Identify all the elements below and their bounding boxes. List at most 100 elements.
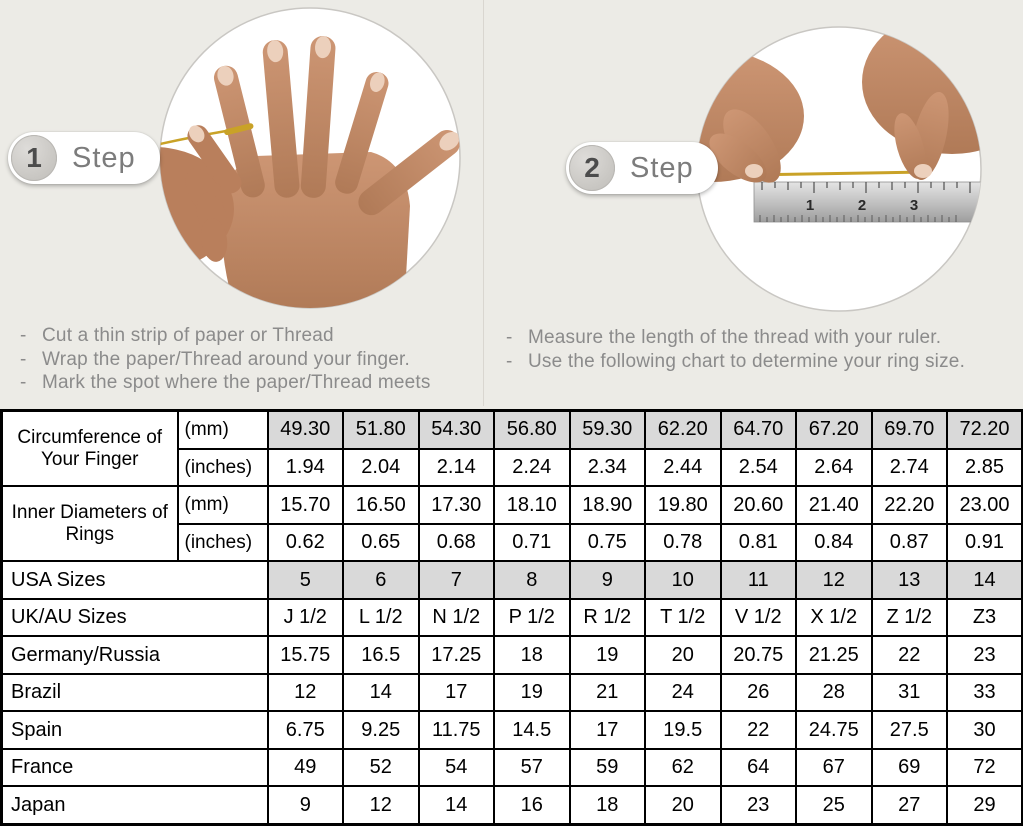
instruction-text: Use the following chart to determine you… <box>528 350 966 372</box>
value-cell: 20.60 <box>719 485 797 525</box>
ruler-number-1: 1 <box>806 197 814 214</box>
value-cell: 17 <box>417 672 495 713</box>
table-row: Circumference of Your Finger (mm) 49.30 51.… <box>0 409 1023 488</box>
row-group-label: Circumference of Your Finger <box>0 409 179 488</box>
value-cell: 9 <box>568 560 646 600</box>
size-row-label: USA Sizes <box>0 560 269 600</box>
bullet: - <box>506 327 513 348</box>
value-cell: 12 <box>342 785 420 826</box>
unit-label: (mm) <box>176 485 269 525</box>
value-cell: 2.14 <box>417 447 495 488</box>
value-cell: 72 <box>946 747 1023 788</box>
value-cell: 52 <box>342 747 420 788</box>
bullet: - <box>20 372 27 393</box>
value-cell: 24 <box>644 672 722 713</box>
value-cell: P 1/2 <box>493 597 571 638</box>
bullet: - <box>20 325 27 346</box>
value-cell: 9.25 <box>342 710 420 750</box>
value-cell: 6.75 <box>266 710 344 750</box>
value-cell: 0.62 <box>266 522 344 563</box>
size-row-label: Brazil <box>0 672 269 713</box>
value-cell: 69.70 <box>870 409 948 450</box>
value-cell: 10 <box>644 560 722 600</box>
value-cell: 14 <box>342 672 420 713</box>
value-cell: 18 <box>568 785 646 826</box>
value-cell: 72.20 <box>946 409 1023 450</box>
panel-divider <box>483 0 484 406</box>
size-row-label: France <box>0 747 269 788</box>
value-cell: 20.75 <box>719 635 797 675</box>
value-cell: 57 <box>493 747 571 788</box>
value-cell: 19 <box>568 635 646 675</box>
value-cell: 13 <box>870 560 948 600</box>
value-cell: 0.68 <box>417 522 495 563</box>
value-cell: 21 <box>568 672 646 713</box>
value-cell: 2.74 <box>870 447 948 488</box>
value-cell: 1.94 <box>266 447 344 488</box>
value-cell: 2.85 <box>946 447 1023 488</box>
value-cell: 14.5 <box>493 710 571 750</box>
value-cell: 16.50 <box>342 485 420 525</box>
step1-number: 1 <box>11 135 57 181</box>
value-cell: 54 <box>417 747 495 788</box>
size-row-label: Germany/Russia <box>0 635 269 675</box>
size-row-label: Spain <box>0 710 269 750</box>
value-cell: 26 <box>719 672 797 713</box>
value-cell: 62 <box>644 747 722 788</box>
value-cell: 0.84 <box>795 522 873 563</box>
bullet: - <box>20 348 27 370</box>
value-cell: 20 <box>644 785 722 826</box>
value-cell: 69 <box>870 747 948 788</box>
value-cell: Z3 <box>946 597 1023 638</box>
value-cell: 64 <box>719 747 797 788</box>
value-cell: 0.65 <box>342 522 420 563</box>
value-cell: 0.91 <box>946 522 1023 563</box>
size-row-label: Japan <box>0 785 269 826</box>
value-cell: J 1/2 <box>266 597 344 638</box>
value-cell: 0.71 <box>493 522 571 563</box>
value-cell: 11.75 <box>417 710 495 750</box>
value-cell: 17 <box>568 710 646 750</box>
value-cell: 0.75 <box>568 522 646 563</box>
value-cell: 19.80 <box>644 485 722 525</box>
table-row: Germany/Russia 15.75 16.5 17.25 18 19 20 20.75 2… <box>0 635 1023 675</box>
value-cell: 31 <box>870 672 948 713</box>
value-cell: 8 <box>493 560 571 600</box>
value-cell: 29 <box>946 785 1023 826</box>
bullet: - <box>506 350 513 372</box>
value-cell: N 1/2 <box>417 597 495 638</box>
value-cell: 22.20 <box>870 485 948 525</box>
table-row: USA Sizes 5 6 7 8 9 10 11 12 13 14 <box>0 560 1023 600</box>
step1-instructions: - Cut a thin strip of paper or Thread - … <box>20 324 480 395</box>
value-cell: 19.5 <box>644 710 722 750</box>
value-cell: 33 <box>946 672 1023 713</box>
value-cell: 25 <box>795 785 873 826</box>
value-cell: 16.5 <box>342 635 420 675</box>
table-row: Inner Diameters of Rings (mm) 15.70 16.50 17… <box>0 485 1023 563</box>
value-cell: 15.70 <box>266 485 344 525</box>
value-cell: 19 <box>493 672 571 713</box>
step2-ruler-photo: 1 2 3 <box>696 26 982 312</box>
value-cell: 22 <box>870 635 948 675</box>
value-cell: 27.5 <box>870 710 948 750</box>
value-cell: 23.00 <box>946 485 1023 525</box>
unit-label: (mm) <box>176 409 269 450</box>
ring-size-table-body: Circumference of Your Finger (mm) 49.30 51.… <box>0 409 1023 826</box>
step2-number: 2 <box>569 145 615 191</box>
table-row: (inches) 1.94 2.04 2.14 2.24 2.34 2.44 2.54 2.64… <box>2 447 1023 488</box>
value-cell: Z 1/2 <box>870 597 948 638</box>
instruction-item: - Mark the spot where the paper/Thread m… <box>20 371 480 395</box>
value-cell: 6 <box>342 560 420 600</box>
value-cell: 18.90 <box>568 485 646 525</box>
table-row: Spain 6.75 9.25 11.75 14.5 17 19.5 22 24.75 27.5 3… <box>0 710 1023 750</box>
step1-label: Step <box>72 141 136 174</box>
step2-label: Step <box>630 151 694 184</box>
value-cell: 2.24 <box>493 447 571 488</box>
value-cell: 17.30 <box>417 485 495 525</box>
value-cell: 54.30 <box>417 409 495 450</box>
unit-label: (inches) <box>176 522 269 563</box>
value-cell: L 1/2 <box>342 597 420 638</box>
value-cell: 56.80 <box>493 409 571 450</box>
value-cell: R 1/2 <box>568 597 646 638</box>
